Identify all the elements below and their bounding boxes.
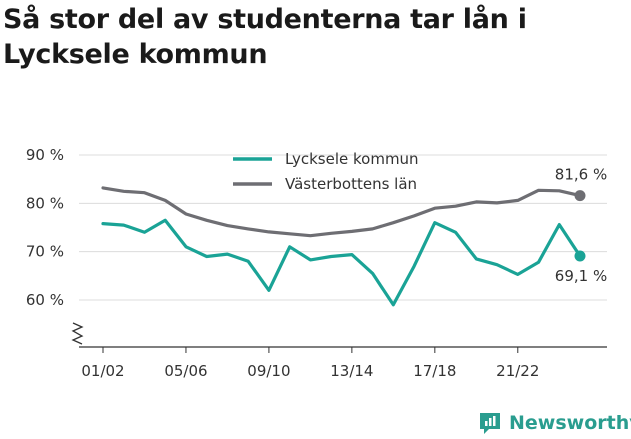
series-end-label-1: 81,6 % xyxy=(555,166,607,184)
series-endpoint-1 xyxy=(574,190,586,202)
legend-label-0: Lycksele kommun xyxy=(285,150,419,168)
x-tick-label: 21/22 xyxy=(496,362,539,380)
series-lines: 69,1 % 81,6 % xyxy=(101,166,607,307)
y-axis-ticks: 60 % 70 % 80 % 90 % xyxy=(26,146,64,309)
chart-title: Så stor del av studenterna tar lån i Lyc… xyxy=(3,4,527,70)
x-tick-label: 01/02 xyxy=(81,362,124,380)
legend: Lycksele kommun Västerbottens län xyxy=(233,150,419,193)
brand-logo: Newsworthy xyxy=(477,408,631,438)
series-line-1 xyxy=(101,186,582,238)
gridlines xyxy=(79,154,607,301)
y-tick-label: 90 % xyxy=(26,146,64,164)
brand-name: Newsworthy xyxy=(509,412,631,434)
x-axis xyxy=(71,322,607,348)
series-end-label-0: 69,1 % xyxy=(555,267,607,285)
x-tick-label: 09/10 xyxy=(247,362,290,380)
newsworthy-icon xyxy=(480,413,500,434)
axis-break-mark xyxy=(71,322,84,345)
legend-label-1: Västerbottens län xyxy=(285,175,417,193)
x-tick-label: 13/14 xyxy=(330,362,373,380)
series-line-0 xyxy=(101,218,582,307)
x-tick-label: 05/06 xyxy=(164,362,207,380)
x-tick-label: 17/18 xyxy=(413,362,456,380)
x-axis-ticks: 01/02 05/06 09/10 13/14 17/18 21/22 xyxy=(81,347,539,380)
y-tick-label: 60 % xyxy=(26,291,64,309)
y-tick-label: 70 % xyxy=(26,243,64,261)
y-tick-label: 80 % xyxy=(26,194,64,212)
series-endpoint-0 xyxy=(574,250,586,262)
